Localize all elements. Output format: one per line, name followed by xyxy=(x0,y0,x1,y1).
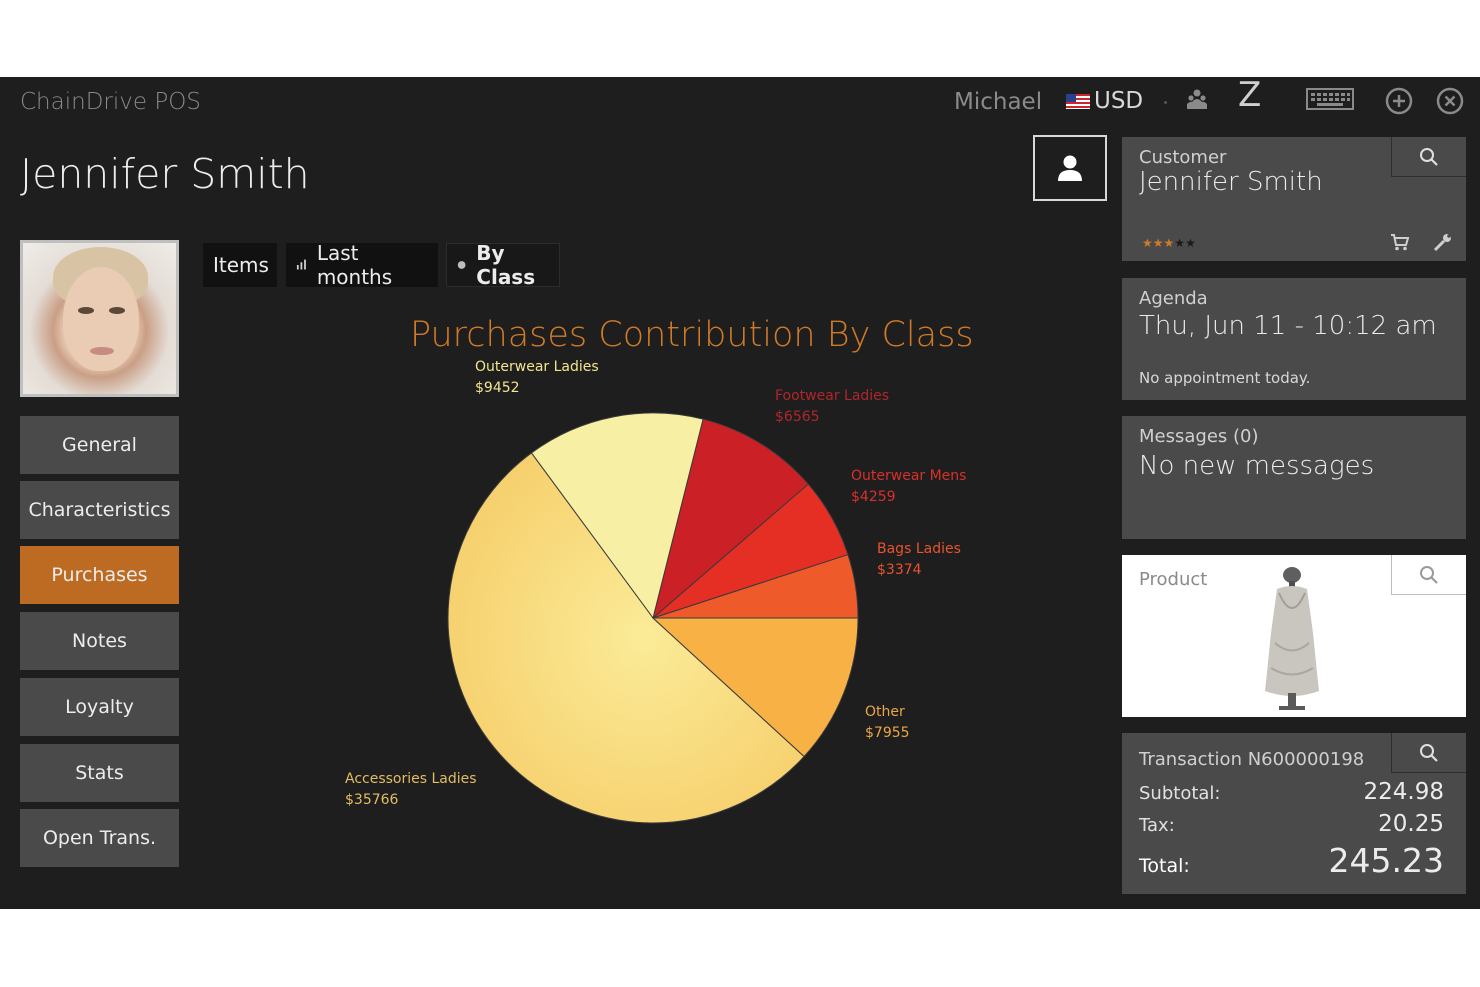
pie-label-name: Other xyxy=(865,704,905,720)
transaction-search-button[interactable] xyxy=(1391,733,1466,773)
star-icon: ★ xyxy=(1174,236,1186,250)
app-title: ChainDrive POS xyxy=(20,89,201,115)
pos-app-window: ChainDrive POS Michael USD Z Jennifer Sm… xyxy=(0,77,1480,909)
pie-slice-outerwear-ladies[interactable] xyxy=(530,412,704,620)
tab-items[interactable]: Items xyxy=(203,243,277,287)
customer-name-heading: Jennifer Smith xyxy=(20,150,310,198)
pie-label-name: Footwear Ladies xyxy=(775,388,890,404)
pie-label-value: $35766 xyxy=(345,792,399,808)
keyboard-icon[interactable] xyxy=(1306,87,1354,117)
pie-slice-other[interactable] xyxy=(651,617,859,758)
pie-label-bags-ladies: Bags Ladies $3374 xyxy=(877,539,961,581)
pie-chart-icon xyxy=(457,261,466,269)
product-search-button[interactable] xyxy=(1391,555,1466,595)
pie-slice-accessories-ladies[interactable] xyxy=(447,452,805,824)
messages-title: Messages (0) xyxy=(1139,426,1259,447)
nav-notes[interactable]: Notes xyxy=(20,612,179,670)
tab-by-class[interactable]: By Class xyxy=(446,241,560,289)
tax-value: 20.25 xyxy=(1378,811,1444,837)
tab-label: Items xyxy=(213,253,269,277)
nav-general[interactable]: General xyxy=(20,416,179,474)
z-report-icon[interactable]: Z xyxy=(1238,75,1262,115)
cart-icon[interactable] xyxy=(1390,233,1410,255)
wrench-icon[interactable] xyxy=(1433,232,1453,256)
product-title: Product xyxy=(1139,569,1208,590)
customer-rating-stars: ★★★★★ xyxy=(1142,232,1196,251)
currency-selector[interactable]: USD xyxy=(1066,88,1143,114)
separator-dot xyxy=(1164,101,1167,104)
subtotal-label: Subtotal: xyxy=(1139,783,1221,804)
current-user[interactable]: Michael xyxy=(954,89,1043,115)
pie-label-value: $6565 xyxy=(775,409,820,425)
pie-label-name: Accessories Ladies xyxy=(345,771,477,787)
transaction-title: Transaction N600000198 xyxy=(1139,749,1365,770)
star-icon: ★ xyxy=(1152,236,1164,250)
users-icon[interactable] xyxy=(1185,87,1209,117)
star-icon: ★ xyxy=(1142,236,1153,250)
customer-panel-title: Customer xyxy=(1139,147,1227,168)
agenda-title: Agenda xyxy=(1139,288,1208,309)
currency-code: USD xyxy=(1094,88,1144,114)
agenda-panel[interactable]: Agenda Thu, Jun 11 - 10:12 am No appoint… xyxy=(1122,278,1466,400)
subtotal-value: 224.98 xyxy=(1363,779,1444,805)
tab-label: By Class xyxy=(476,241,536,289)
total-value: 245.23 xyxy=(1328,841,1444,880)
nav-purchases[interactable]: Purchases xyxy=(20,546,179,604)
nav-stats[interactable]: Stats xyxy=(20,744,179,802)
agenda-note: No appointment today. xyxy=(1139,369,1311,387)
star-icon: ★ xyxy=(1163,236,1175,250)
pie-label-value: $4259 xyxy=(851,489,896,505)
dress-product-image xyxy=(1265,567,1319,710)
add-circle-icon[interactable] xyxy=(1385,87,1413,121)
chart-title: Purchases Contribution By Class xyxy=(410,315,974,355)
pie-label-accessories-ladies: Accessories Ladies $35766 xyxy=(345,769,477,811)
person-icon xyxy=(1058,155,1082,181)
pie-label-name: Bags Ladies xyxy=(877,541,961,557)
pie-label-value: $7955 xyxy=(865,725,910,741)
us-flag-icon xyxy=(1066,93,1090,109)
pie-label-other: Other $7955 xyxy=(865,702,910,744)
product-panel[interactable]: Product xyxy=(1122,555,1466,717)
pie-slice-footwear-ladies[interactable] xyxy=(652,418,809,620)
search-icon xyxy=(1420,147,1438,166)
pie-label-outerwear-mens: Outerwear Mens $4259 xyxy=(851,466,966,508)
nav-characteristics[interactable]: Characteristics xyxy=(20,481,179,539)
tax-row: Tax: 20.25 xyxy=(1139,811,1444,837)
agenda-date: Thu, Jun 11 - 10:12 am xyxy=(1139,311,1437,341)
bar-chart-icon xyxy=(296,259,306,270)
pie-label-name: Outerwear Ladies xyxy=(475,359,599,375)
nav-loyalty[interactable]: Loyalty xyxy=(20,678,179,736)
customer-profile-button[interactable] xyxy=(1033,135,1107,201)
total-row: Total: 245.23 xyxy=(1139,841,1444,880)
messages-panel[interactable]: Messages (0) No new messages xyxy=(1122,416,1466,539)
pie-label-value: $9452 xyxy=(475,380,520,396)
customer-panel-name: Jennifer Smith xyxy=(1139,167,1323,197)
pie-label-value: $3374 xyxy=(877,562,922,578)
pie-label-outerwear-ladies: Outerwear Ladies $9452 xyxy=(475,357,599,399)
total-label: Total: xyxy=(1139,855,1190,877)
tab-label: Last months xyxy=(316,241,393,289)
nav-open-transactions[interactable]: Open Trans. xyxy=(20,809,179,867)
star-icon: ★ xyxy=(1185,236,1196,250)
pie-label-footwear-ladies: Footwear Ladies $6565 xyxy=(775,386,889,428)
pie-label-name: Outerwear Mens xyxy=(851,468,967,484)
subtotal-row: Subtotal: 224.98 xyxy=(1139,779,1444,805)
search-icon xyxy=(1420,565,1438,584)
messages-text: No new messages xyxy=(1139,451,1375,481)
pie-chart xyxy=(447,412,859,824)
tax-label: Tax: xyxy=(1139,815,1175,836)
close-circle-icon[interactable] xyxy=(1436,87,1464,121)
customer-search-button[interactable] xyxy=(1391,137,1466,177)
search-icon xyxy=(1420,743,1438,762)
transaction-panel[interactable]: Transaction N600000198 Subtotal: 224.98 … xyxy=(1122,733,1466,894)
tab-last-months[interactable]: Last months xyxy=(286,241,438,289)
customer-panel[interactable]: Customer Jennifer Smith ★★★★★ xyxy=(1122,137,1466,261)
customer-photo xyxy=(20,240,179,397)
